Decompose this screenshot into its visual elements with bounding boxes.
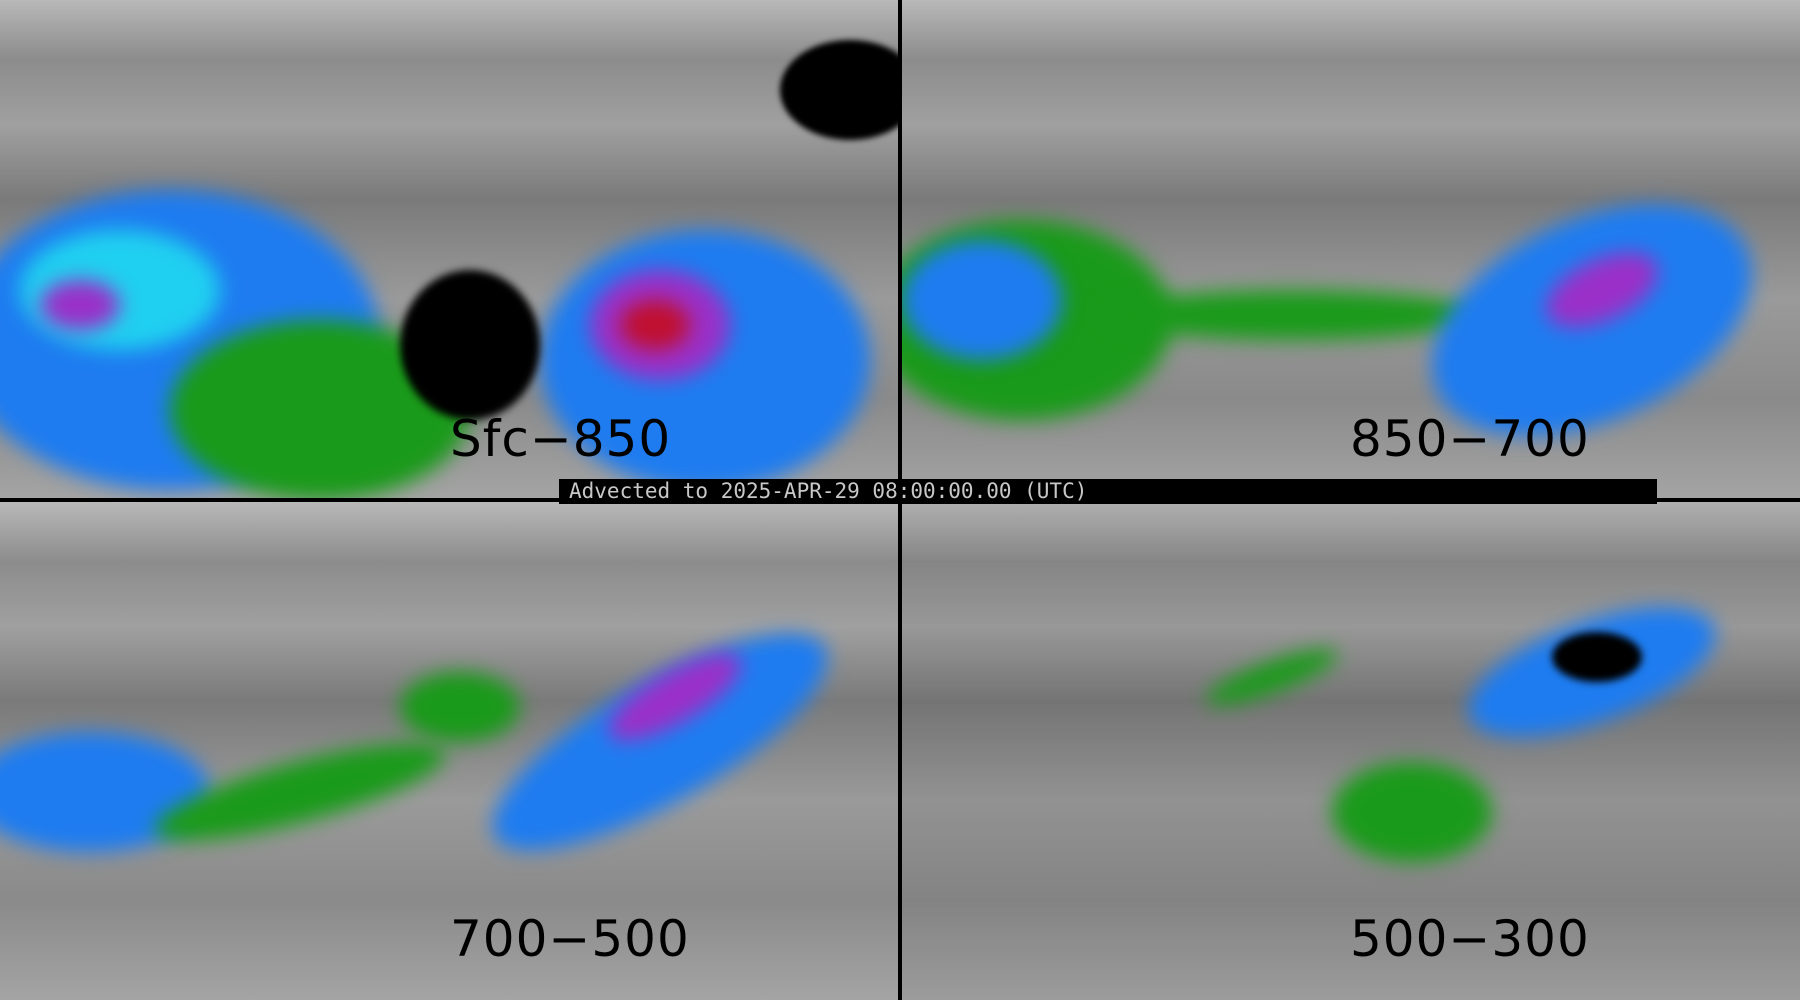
panel-sfc-850: Sfc−850 xyxy=(0,0,898,498)
layer-label: 500−300 xyxy=(1350,910,1590,968)
panel-850-700: 850−700 xyxy=(902,0,1800,498)
terrain-mask xyxy=(400,270,540,420)
missing-data xyxy=(780,40,898,140)
moisture-band xyxy=(1332,762,1492,862)
moisture-max xyxy=(620,300,690,350)
moisture-plume xyxy=(902,240,1062,360)
map-background xyxy=(902,502,1800,1000)
moisture-max xyxy=(40,280,120,330)
layer-label: 850−700 xyxy=(1350,410,1590,468)
moisture-band xyxy=(400,672,520,742)
panel-700-500: 700−500 xyxy=(0,502,898,1000)
moisture-band xyxy=(1102,290,1482,340)
advection-time-banner: Advected to 2025-APR-29 08:00:00.00 (UTC… xyxy=(559,479,1657,504)
panel-500-300: 500−300 xyxy=(902,502,1800,1000)
moisture-max xyxy=(1552,632,1642,682)
layer-label: 700−500 xyxy=(450,910,690,968)
layer-label: Sfc−850 xyxy=(450,410,672,468)
